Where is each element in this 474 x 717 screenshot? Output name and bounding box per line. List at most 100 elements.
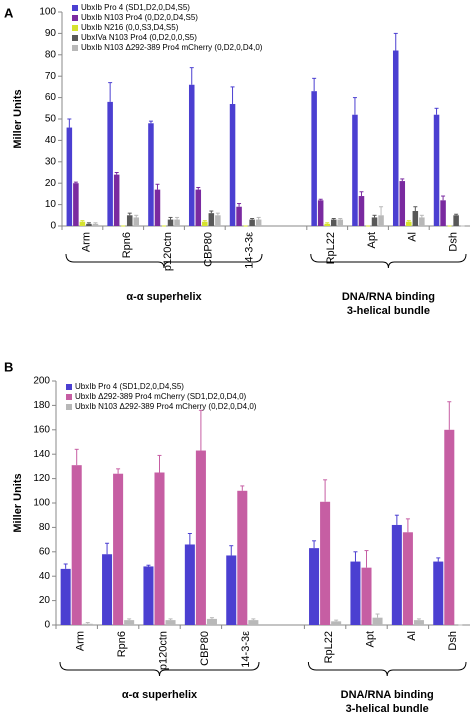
bar bbox=[237, 490, 248, 625]
bar bbox=[453, 215, 459, 226]
y-tick-label: 30 bbox=[45, 156, 57, 167]
y-tick-label: 80 bbox=[45, 49, 57, 60]
x-tick-label: Rpn6 bbox=[121, 232, 133, 258]
y-tick-label: 90 bbox=[45, 28, 57, 39]
bar bbox=[433, 114, 440, 226]
bar bbox=[126, 215, 133, 226]
bar bbox=[66, 127, 73, 226]
bar bbox=[226, 555, 237, 625]
legend-label: UbxIVa N103 Pro4 (0,D2,0,0,S5) bbox=[81, 33, 197, 42]
bar bbox=[102, 554, 113, 625]
legend-swatch bbox=[72, 15, 78, 21]
y-tick-label: 120 bbox=[33, 473, 50, 484]
bar bbox=[444, 429, 455, 625]
bar bbox=[309, 548, 320, 625]
bar bbox=[113, 174, 120, 226]
bar bbox=[154, 472, 165, 625]
bar bbox=[248, 620, 259, 625]
bar bbox=[167, 219, 174, 226]
x-tick-label: CBP80 bbox=[203, 232, 215, 267]
x-tick-label: Al bbox=[407, 232, 419, 242]
bar bbox=[358, 196, 365, 226]
legend-label: UbxIb N103 Pro4 (0,D2,0,D4,S5) bbox=[81, 13, 198, 22]
bar bbox=[73, 183, 79, 226]
bar bbox=[324, 223, 330, 226]
y-tick-label: 180 bbox=[33, 400, 50, 411]
bar bbox=[378, 215, 384, 226]
bar bbox=[206, 618, 217, 625]
bar bbox=[399, 181, 406, 226]
y-tick-label: 20 bbox=[39, 595, 51, 606]
bar bbox=[165, 620, 176, 625]
y-tick-label: 160 bbox=[33, 424, 50, 435]
bar bbox=[143, 566, 154, 625]
bar bbox=[352, 114, 358, 226]
bar bbox=[236, 206, 242, 226]
bar bbox=[440, 200, 446, 226]
x-tick-label: CBP80 bbox=[199, 631, 211, 666]
group-label: DNA/RNA binding bbox=[342, 291, 435, 303]
group-label: 3-helical bundle bbox=[346, 703, 429, 715]
group-label: DNA/RNA binding bbox=[341, 689, 434, 701]
y-tick-label: 20 bbox=[45, 178, 57, 189]
legend-label: UbxIb Pro 4 (SD1,D2,0,D4,S5) bbox=[75, 382, 184, 391]
legend-swatch bbox=[72, 45, 78, 51]
y-tick-label: 100 bbox=[39, 7, 56, 18]
bar bbox=[148, 123, 154, 226]
bar bbox=[195, 189, 202, 226]
bar bbox=[107, 101, 113, 226]
legend-swatch bbox=[72, 5, 78, 11]
legend-swatch bbox=[66, 384, 72, 390]
bar bbox=[184, 544, 195, 625]
bar bbox=[92, 223, 99, 226]
bar bbox=[361, 567, 372, 625]
legend-swatch bbox=[66, 394, 72, 400]
bar bbox=[372, 617, 383, 625]
bar bbox=[391, 524, 402, 625]
legend-swatch bbox=[72, 25, 78, 31]
y-tick-label: 60 bbox=[39, 546, 51, 557]
y-axis-label: Miller Units bbox=[12, 473, 24, 532]
x-tick-label: Apt bbox=[366, 232, 378, 249]
bar bbox=[419, 217, 425, 226]
y-tick-label: 0 bbox=[50, 221, 56, 232]
x-tick-label: RpL22 bbox=[323, 631, 335, 663]
bar bbox=[79, 221, 86, 226]
x-tick-label: Dsh bbox=[448, 232, 460, 252]
y-tick-label: 200 bbox=[33, 376, 50, 387]
y-tick-label: 40 bbox=[39, 571, 51, 582]
bar bbox=[320, 501, 331, 625]
bar bbox=[337, 219, 344, 226]
bar bbox=[311, 91, 317, 227]
y-tick-label: 100 bbox=[33, 498, 50, 509]
y-tick-label: 140 bbox=[33, 449, 50, 460]
y-tick-label: 60 bbox=[45, 92, 57, 103]
bar bbox=[229, 104, 236, 226]
x-tick-label: Al bbox=[406, 631, 418, 641]
bar bbox=[71, 465, 82, 625]
x-tick-label: 14-3-3ε bbox=[244, 232, 256, 269]
x-tick-label: Arm bbox=[80, 232, 92, 252]
bar bbox=[402, 532, 413, 625]
group-bracket bbox=[65, 253, 263, 269]
bar bbox=[195, 450, 206, 625]
bar bbox=[60, 568, 71, 625]
x-tick-label: 14-3-3ε bbox=[240, 631, 252, 668]
bar bbox=[433, 561, 444, 625]
bar bbox=[350, 561, 361, 625]
group-bracket bbox=[59, 661, 260, 677]
bar bbox=[208, 213, 215, 226]
x-tick-label: Arm bbox=[75, 631, 87, 651]
panel-label: A bbox=[4, 5, 14, 20]
y-axis-label: Miller Units bbox=[12, 89, 24, 148]
bar bbox=[215, 215, 221, 226]
y-tick-label: 80 bbox=[39, 522, 51, 533]
legend-label: UbxIb N103 Δ292-389 Pro4 mCherry (0,D2,0… bbox=[81, 43, 263, 52]
legend-label: UbxIb Pro 4 (SD1,D2,0,D4,S5) bbox=[81, 3, 190, 12]
bar bbox=[133, 217, 140, 226]
group-label: 3-helical bundle bbox=[347, 305, 430, 317]
bar bbox=[202, 221, 208, 226]
bar bbox=[154, 189, 161, 226]
x-tick-label: p120ctn bbox=[157, 631, 169, 670]
